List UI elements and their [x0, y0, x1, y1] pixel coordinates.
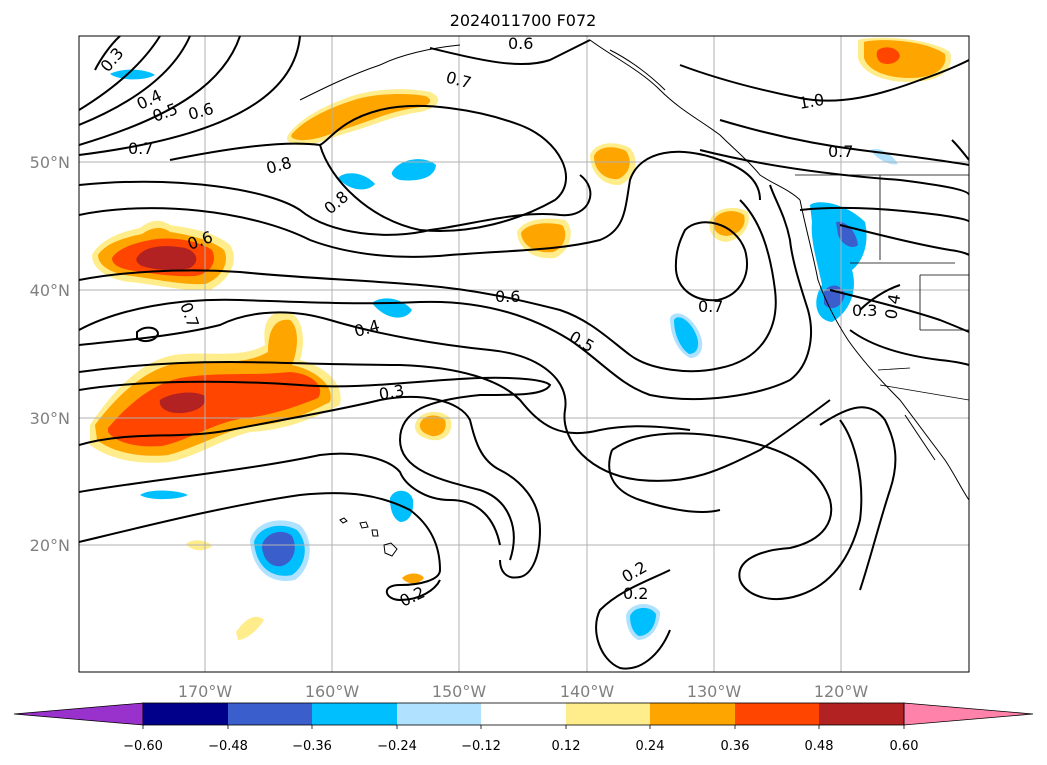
colorbar-segment [650, 703, 735, 725]
colorbar-segment [312, 703, 397, 725]
colorbar-segment [735, 703, 819, 725]
lon-label: 170°W [178, 682, 233, 701]
positive-anomaly-region [236, 616, 264, 640]
lat-label: 50°N [30, 153, 70, 172]
positive-anomaly-region [159, 392, 206, 414]
lon-label: 150°W [432, 682, 487, 701]
colorbar-tick-label: 0.36 [721, 739, 750, 754]
map-frame [78, 35, 970, 673]
map-title: 2024011700 F072 [450, 11, 597, 30]
colorbar-tick-label: −0.36 [292, 739, 332, 754]
colorbar-tick-label: −0.24 [377, 739, 417, 754]
latitude-labels: 50°N 40°N 30°N 20°N [30, 153, 70, 555]
colorbar-tick-label: −0.12 [461, 739, 501, 754]
colorbar-tick-label: 0.24 [636, 739, 665, 754]
positive-anomaly-region [521, 223, 566, 253]
political-borders [795, 174, 969, 401]
negative-anomaly-region [338, 173, 375, 190]
negative-anomaly-region [140, 490, 188, 500]
contour-label: 0.7 [828, 142, 853, 161]
lat-label: 30°N [30, 409, 70, 428]
contour-label: 0.6 [508, 34, 533, 53]
map-area: 0.3 0.4 0.5 0.6 0.7 0.6 0.7 1.0 0.7 0.8 … [79, 34, 969, 672]
colorbar-ticks [142, 725, 905, 729]
contour-label: 0.7 [698, 297, 723, 316]
colorbar-tick-label: −0.60 [123, 739, 163, 754]
colorbar-tick-label: 0.48 [805, 739, 834, 754]
contour-label: 0.7 [128, 139, 153, 158]
colorbar: −0.60 −0.48 −0.36 −0.24 −0.12 0.12 0.24 … [13, 702, 1034, 754]
colorbar-segment [143, 703, 228, 725]
negative-anomaly-region [391, 159, 436, 181]
negative-anomaly-region [262, 531, 295, 567]
lon-label: 130°W [687, 682, 742, 701]
lon-label: 120°W [814, 682, 869, 701]
colorbar-tick-label: −0.48 [208, 739, 248, 754]
contour-labels: 0.3 0.4 0.5 0.6 0.7 0.6 0.7 1.0 0.7 0.8 … [97, 34, 905, 611]
contour-label: 0.3 [377, 381, 405, 404]
positive-anomaly-region [594, 147, 630, 180]
negative-anomaly-region [110, 69, 155, 80]
lat-label: 40°N [30, 281, 70, 300]
positive-anomaly-region [402, 573, 424, 584]
positive-anomaly-region [108, 372, 321, 447]
contour-label: 0.6 [495, 287, 520, 306]
positive-anomaly-region [136, 246, 197, 271]
contour-label: 0.3 [852, 301, 877, 320]
negative-anomaly-region [630, 607, 656, 636]
colorbar-segment [228, 703, 312, 725]
positive-anomaly-region [876, 47, 900, 64]
negative-anomaly-region [824, 285, 845, 309]
colorbar-segment [819, 703, 904, 725]
colorbar-segment [481, 703, 566, 725]
lon-label: 140°W [560, 682, 615, 701]
gridlines [79, 36, 969, 672]
negative-anomaly-region [674, 317, 699, 354]
lon-label: 160°W [305, 682, 360, 701]
contour-lines [79, 36, 969, 670]
contour-label: 0.4 [881, 292, 904, 320]
colorbar-extend-min [13, 702, 144, 726]
colorbar-segment [566, 703, 650, 725]
colorbar-outline [142, 702, 905, 726]
colorbar-segment [397, 703, 481, 725]
positive-anomaly-region [419, 415, 446, 437]
colorbar-extend-max [903, 702, 1034, 726]
positive-anomaly-region [713, 211, 745, 236]
contour-label: 1.0 [797, 90, 825, 113]
colorbar-tick-label: 0.60 [890, 739, 919, 754]
lat-label: 20°N [30, 536, 70, 555]
longitude-labels: 170°W 160°W 150°W 140°W 130°W 120°W [178, 682, 869, 701]
colorbar-tick-label: 0.12 [552, 739, 581, 754]
contour-label: 0.2 [623, 584, 648, 603]
